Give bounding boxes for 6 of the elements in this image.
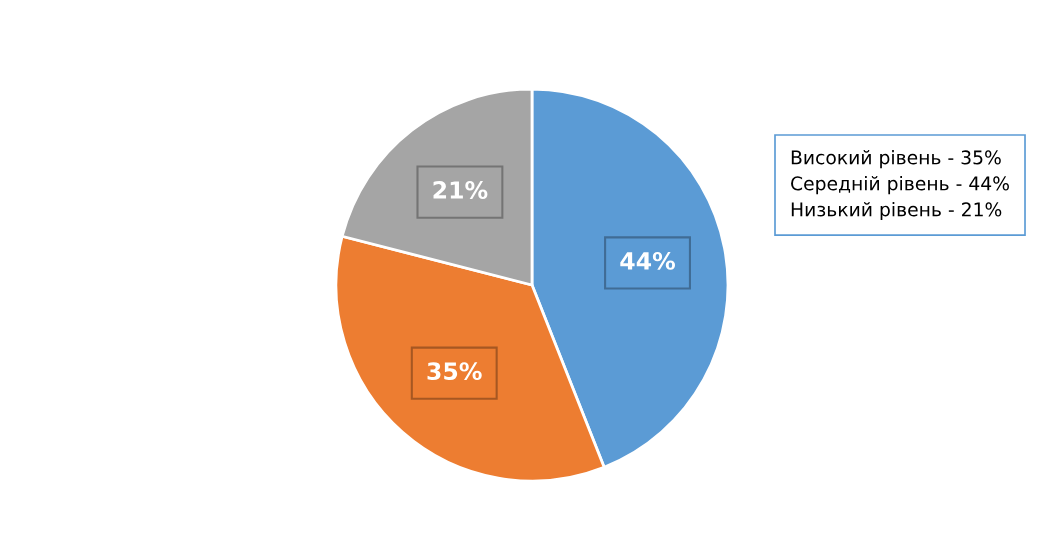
data-label: 35%	[427, 362, 482, 381]
data-label: 44%	[620, 251, 676, 270]
text: Середній рівень - 44%	[791, 175, 1009, 195]
text: Високий рівень - 35%	[791, 150, 1001, 169]
text: Низький рівень - 21%	[791, 201, 1002, 221]
data-label: 21%	[433, 181, 488, 199]
